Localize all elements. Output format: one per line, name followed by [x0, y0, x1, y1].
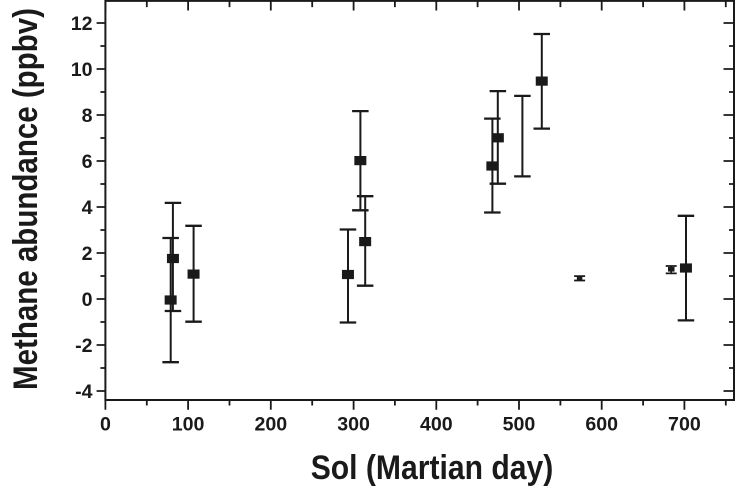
svg-text:10: 10 — [71, 59, 93, 81]
svg-text:0: 0 — [100, 414, 111, 436]
svg-text:6: 6 — [82, 151, 93, 173]
svg-text:-4: -4 — [75, 381, 93, 403]
svg-text:600: 600 — [585, 414, 618, 436]
svg-text:4: 4 — [82, 197, 93, 219]
svg-text:12: 12 — [71, 13, 93, 35]
svg-text:500: 500 — [503, 414, 536, 436]
svg-text:300: 300 — [337, 414, 370, 436]
svg-text:400: 400 — [420, 414, 453, 436]
svg-text:2: 2 — [82, 243, 93, 265]
svg-text:8: 8 — [82, 105, 93, 127]
svg-text:700: 700 — [668, 414, 701, 436]
svg-text:-2: -2 — [75, 335, 93, 357]
svg-text:Sol (Martian day): Sol (Martian day) — [311, 449, 554, 486]
svg-text:Methane abundance (ppbv): Methane abundance (ppbv) — [7, 8, 45, 390]
svg-text:0: 0 — [82, 289, 93, 311]
svg-text:200: 200 — [254, 414, 287, 436]
svg-text:100: 100 — [172, 414, 205, 436]
